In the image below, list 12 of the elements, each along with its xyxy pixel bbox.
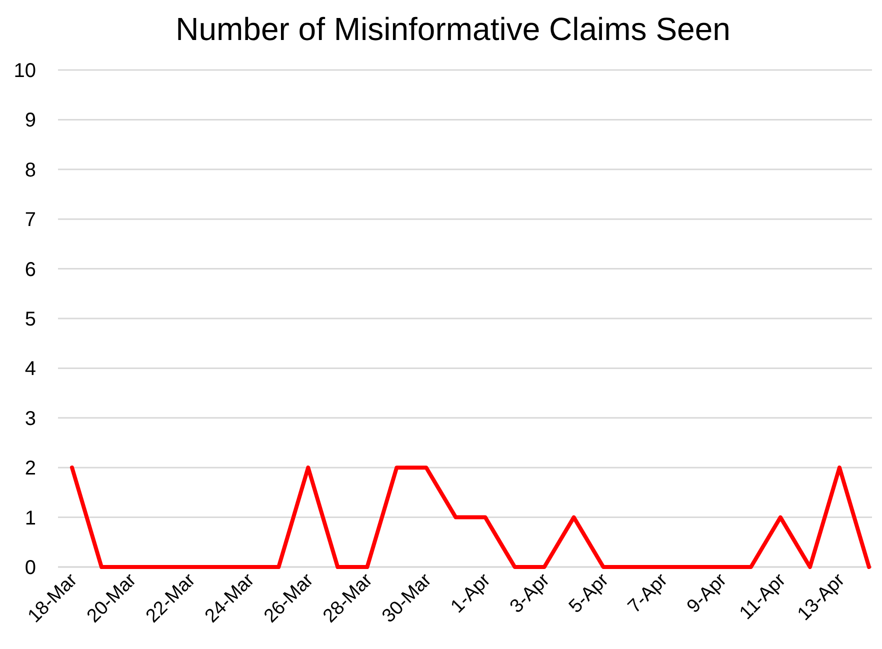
y-tick-label: 8 <box>24 159 36 182</box>
y-tick-label: 7 <box>24 209 36 232</box>
y-tick-label: 2 <box>24 458 36 480</box>
y-tick-label: 6 <box>24 258 36 281</box>
y-tick-label: 3 <box>24 408 36 430</box>
y-tick-label: 1 <box>24 507 36 530</box>
chart-title: Number of Misinformative Claims Seen <box>176 11 730 47</box>
y-tick-label: 5 <box>24 308 36 330</box>
y-tick-label: 10 <box>14 60 36 82</box>
y-tick-label: 9 <box>24 110 36 132</box>
y-tick-label: 4 <box>24 358 36 380</box>
y-tick-label: 0 <box>24 557 36 579</box>
